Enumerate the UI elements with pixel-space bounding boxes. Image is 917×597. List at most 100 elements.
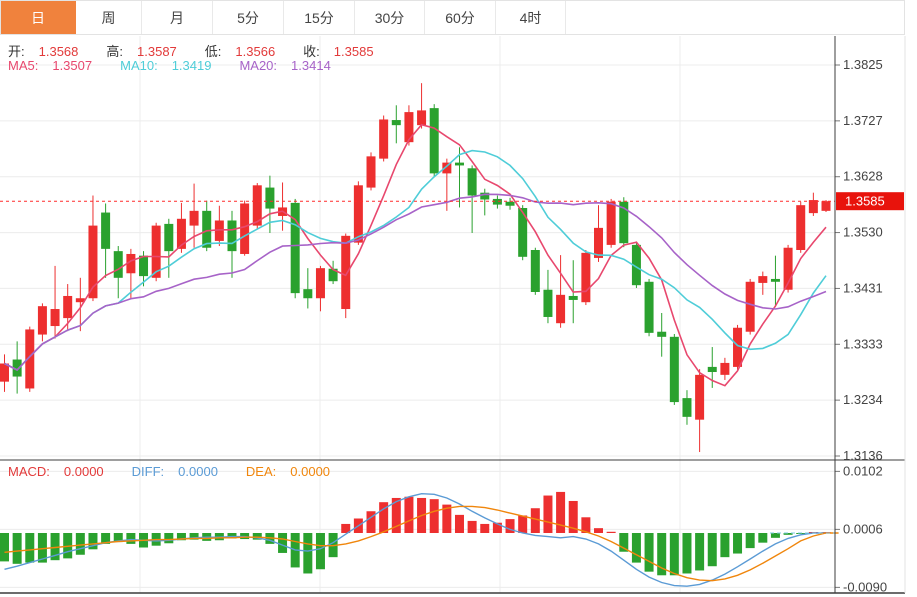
macd-hist-bar [480,523,490,533]
candle-body [88,225,98,299]
price-tick-label: 1.3136 [843,448,883,463]
macd-hist-bar [669,533,679,576]
macd-hist-bar [783,533,793,535]
candle-body [454,162,464,166]
macd-hist-bar [505,519,515,533]
candle-body [50,309,60,327]
candle-body [189,210,199,226]
macd-hist-bar [88,533,98,550]
macd-hist-bar [530,508,540,533]
price-tick-label: 1.3727 [843,113,883,128]
price-tick-label: 1.3628 [843,169,883,184]
macd-hist-bar [442,504,452,533]
candle-body [404,112,414,143]
macd-hist-bar [594,528,604,533]
candle-body [808,200,818,214]
ohlc-legend: 开: 1.3568 高: 1.3587 低: 1.3566 收: 1.3585 [8,41,402,60]
candle-body [669,336,679,403]
candle-body [341,235,351,310]
macd-hist-bar [758,533,768,543]
macd-hist-bar [644,533,654,572]
candle-body [480,192,490,200]
candle-body [581,252,591,303]
candle-body [75,298,85,303]
macd-hist-bar [733,533,743,554]
macd-hist-bar [164,533,174,544]
timeframe-tabbar: 日周月 5分 15分 30分 60分 4时 [0,0,905,35]
ohlc-item-2: 低: 1.3566 [204,44,276,59]
tab-15分[interactable]: 15分 [284,1,355,34]
candle-body [214,220,224,241]
macd-hist-bar [454,514,464,533]
candle-body [391,120,401,126]
macd-hist-bar [189,533,199,540]
macd-hist-bar [391,497,401,533]
candle-body [543,289,553,317]
candle-body [202,210,212,248]
macd-hist-bar [581,517,591,533]
candle-body [328,268,338,282]
ma10-line [4,149,827,371]
macd-hist-bar [631,533,641,563]
macd-hist-bar [252,533,262,540]
candle-body [821,201,831,211]
candle-body [657,331,667,337]
candle-body [379,119,389,159]
macd-hist-bar [50,533,60,561]
macd-hist-bar [543,495,553,533]
candle-body [644,281,654,333]
candle-body [530,250,540,292]
macd-hist-bar [315,533,325,570]
macd-hist-bar [682,533,692,574]
tab-日[interactable]: 日 [1,1,76,34]
macd-hist-bar [568,500,578,533]
macd-hist-bar [126,533,136,544]
candle-body [518,208,528,257]
candle-body [606,201,616,245]
candle-body [594,227,604,258]
candle-body [733,327,743,367]
candle-body [770,278,780,282]
macd-hist-bar [176,533,186,541]
candle-body [290,202,300,294]
tab-周[interactable]: 周 [76,1,142,34]
macd-hist-bar [745,533,755,549]
candle-body [556,294,566,324]
candle-body [101,212,111,249]
tab-30分[interactable]: 30分 [355,1,425,34]
tab-月[interactable]: 月 [142,1,213,34]
macd-hist-bar [707,533,717,567]
candle-body [0,363,9,382]
ma-item-2: MA20: 1.3414 [239,58,331,73]
ohlc-item-0: 开: 1.3568 [8,44,79,59]
candle-body [682,398,692,417]
candle-body [139,255,149,277]
tab-4时[interactable]: 4时 [496,1,566,34]
candle-body [126,253,136,274]
candle-body [227,220,237,252]
macd-hist-bar [695,533,705,571]
macd-hist-bar [278,533,288,553]
price-tick-label: 1.3825 [843,57,883,72]
candle-body [25,329,35,389]
tab-5分[interactable]: 5分 [213,1,284,34]
tab-60分[interactable]: 60分 [425,1,496,34]
candle-body [37,306,47,335]
candle-body [783,247,793,290]
macd-hist-bar [720,533,730,558]
candle-body [442,162,452,174]
macd-hist-bar [770,533,780,538]
candle-body [631,244,641,286]
macd-tick-label: 0.0006 [843,521,883,536]
macd-hist-bar [429,499,439,533]
macd-hist-bar [404,496,414,533]
macd-hist-bar [37,533,47,563]
macd-item-0: MACD: 0.0000 [8,464,104,479]
macd-hist-bar [0,533,9,562]
candle-body [796,205,806,251]
candle-body [745,281,755,332]
candle-body [417,110,427,126]
candle-body [164,223,174,252]
